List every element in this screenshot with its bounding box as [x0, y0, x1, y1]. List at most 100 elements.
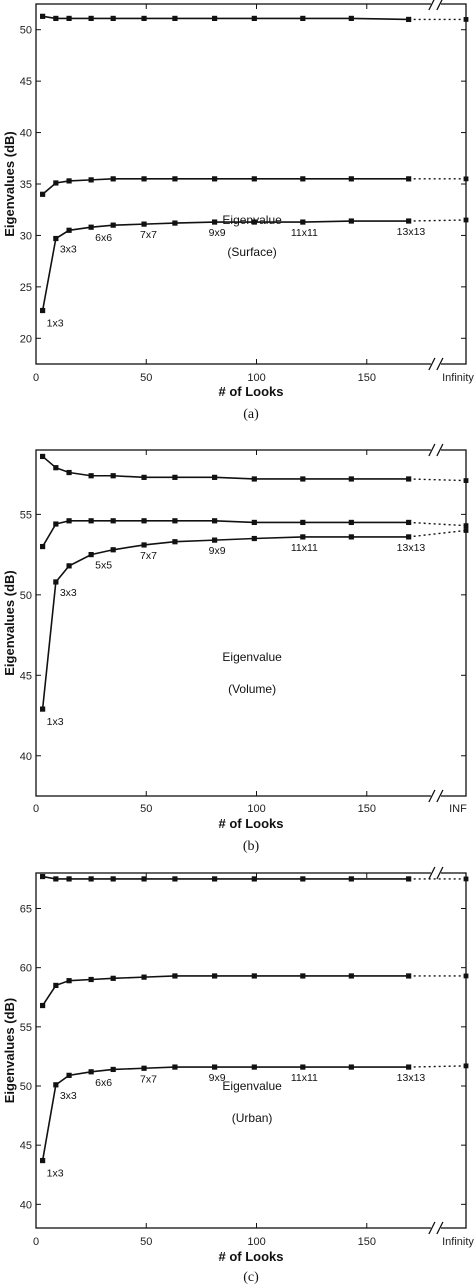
data-point	[141, 974, 147, 980]
data-point	[212, 15, 218, 21]
data-point	[212, 518, 218, 524]
data-point	[348, 176, 354, 182]
annotation-line-1: Eigenvalue	[222, 650, 282, 664]
data-point	[53, 982, 59, 989]
x-tick-label: 0	[33, 803, 39, 815]
x-tick-label: 150	[358, 1236, 376, 1248]
data-point	[110, 547, 116, 553]
data-point	[53, 235, 59, 242]
data-point	[172, 15, 178, 21]
y-axis-title: Eigenvalues (dB)	[2, 570, 17, 675]
data-point	[172, 973, 178, 979]
series-line	[41, 536, 409, 710]
data-point	[40, 1002, 46, 1009]
eigenvalue-chart-surface: 20 25 30 35 40 45 50 0 50 100 150 Infinity # of Look…	[2, 0, 474, 422]
data-point	[251, 876, 257, 882]
y-tick-label: 20	[20, 333, 32, 345]
data-point	[251, 519, 257, 526]
y-tick-label: 50	[20, 25, 32, 37]
y-tick-label: 45	[20, 1140, 32, 1152]
data-point	[300, 219, 306, 225]
axis-break-slash	[428, 0, 435, 11]
window-size-label: 11x11	[291, 1072, 318, 1084]
data-point	[406, 476, 412, 482]
x-tick-label: 0	[33, 372, 39, 384]
data-point	[172, 876, 178, 882]
y-tick-label: 35	[20, 179, 32, 191]
data-point	[300, 534, 306, 540]
axis-break-gap-top	[430, 447, 441, 453]
window-size-label: 1x3	[47, 716, 64, 728]
data-point	[110, 1066, 116, 1073]
data-point	[212, 973, 218, 979]
data-point	[141, 474, 147, 480]
axis-break-gap-bottom	[430, 361, 441, 367]
data-point	[406, 16, 412, 23]
data-point	[53, 465, 59, 471]
data-point	[53, 579, 59, 585]
data-point	[110, 176, 116, 182]
data-point	[300, 519, 306, 526]
x-axis-title: # of Looks	[218, 816, 283, 831]
x-tick-label: 0	[33, 1236, 39, 1248]
data-point	[251, 176, 257, 182]
plot-frame	[35, 449, 467, 797]
data-point	[406, 218, 412, 224]
data-point	[88, 518, 94, 524]
window-size-label: 7x7	[140, 229, 157, 241]
window-size-label: 7x7	[140, 1073, 157, 1085]
data-point	[300, 876, 306, 882]
x-tick-label: 50	[140, 1236, 152, 1248]
window-size-label: 6x6	[95, 1077, 112, 1089]
axis-break-slash	[436, 443, 444, 457]
data-point	[40, 543, 46, 550]
data-point	[172, 474, 178, 480]
y-tick-label: 65	[20, 904, 32, 916]
data-point	[66, 876, 72, 882]
eigenvalue-chart-volume: 40 45 50 55 0 50 100 150 INF # of Looks Eigenvalue…	[2, 443, 469, 854]
axis-break-gap-bottom	[430, 1225, 441, 1231]
data-point	[141, 876, 147, 882]
annotation-line-2: (Surface)	[227, 245, 276, 259]
data-point-infinity	[463, 217, 469, 223]
data-point	[406, 973, 412, 979]
data-point	[172, 539, 178, 545]
x-tick-label: 50	[140, 372, 152, 384]
data-point-infinity	[463, 176, 469, 182]
data-point	[300, 15, 306, 21]
data-point	[348, 15, 354, 21]
data-point	[212, 876, 218, 882]
data-point	[406, 534, 412, 540]
data-point	[300, 176, 306, 182]
annotation-line-2: (Volume)	[228, 682, 276, 696]
data-point	[300, 476, 306, 482]
axis-break-gap-top	[430, 1, 441, 7]
window-size-label: 1x3	[47, 318, 64, 330]
data-point-infinity	[463, 523, 469, 529]
panel-caption: (a)	[243, 407, 259, 422]
data-point	[141, 221, 147, 227]
data-point	[212, 176, 218, 182]
data-point	[66, 518, 72, 524]
window-size-label: 6x6	[95, 232, 112, 244]
y-tick-label: 40	[20, 751, 32, 763]
data-point	[141, 542, 147, 548]
y-tick-label: 25	[20, 282, 32, 294]
plot-frame	[35, 3, 467, 365]
window-size-label: 11x11	[291, 227, 318, 239]
data-point-infinity	[463, 876, 469, 882]
y-tick-label: 30	[20, 230, 32, 242]
data-point	[66, 1072, 72, 1078]
data-point	[110, 222, 116, 228]
data-point	[40, 873, 46, 880]
axis-break-slash	[428, 866, 436, 880]
data-point	[40, 191, 46, 197]
window-size-label: 13x13	[397, 1072, 426, 1084]
y-tick-label: 55	[20, 1022, 32, 1034]
window-size-label: 9x9	[209, 545, 226, 557]
axis-break-gap-top	[430, 870, 441, 876]
data-point	[300, 1064, 306, 1070]
y-tick-label: 50	[20, 1081, 32, 1093]
data-point	[348, 519, 354, 526]
